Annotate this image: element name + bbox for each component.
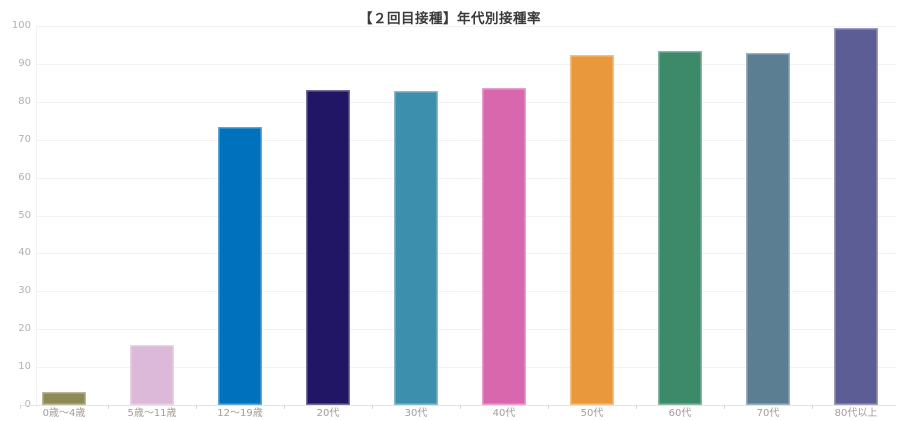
bar-80代以上[interactable]: [834, 27, 878, 405]
y-tick-label: 70: [18, 133, 31, 145]
x-axis-tick: [812, 405, 813, 409]
x-axis-tick: [196, 405, 197, 409]
x-tick-label: 50代: [580, 408, 604, 419]
y-tick-label: 90: [18, 57, 31, 69]
x-axis-line: [20, 405, 896, 406]
y-tick-label: 40: [18, 247, 31, 259]
x-tick-label: 20代: [316, 408, 340, 419]
x-tick-label: 12〜19歳: [217, 408, 263, 419]
gridline-y20: [36, 329, 896, 331]
bar-50代[interactable]: [570, 54, 614, 405]
y-tick-label: 50: [18, 209, 31, 221]
chart-title: 【２回目接種】年代別接種率: [359, 11, 541, 27]
x-tick-label: 30代: [404, 408, 428, 419]
x-axis-tick: [108, 405, 109, 409]
gridline-y30: [36, 291, 896, 293]
x-axis-tick: [284, 405, 285, 409]
gridline-y80: [36, 101, 896, 103]
x-tick-label: 80代以上: [834, 408, 878, 419]
x-axis-tick: [724, 405, 725, 409]
y-tick-label: 20: [18, 323, 31, 335]
x-tick-label: 0歳〜4歳: [42, 408, 86, 419]
gridline-y50: [36, 215, 896, 217]
bar-70代[interactable]: [746, 52, 790, 405]
y-tick-label: 30: [18, 285, 31, 297]
gridline-y60: [36, 177, 896, 179]
bar-40代[interactable]: [482, 88, 526, 405]
y-tick-label: 0: [0, 400, 31, 410]
x-axis-tick: [372, 405, 373, 409]
x-axis-tick: [548, 405, 549, 409]
gridline-y90: [36, 63, 896, 65]
x-tick-label: 60代: [668, 408, 692, 419]
bar-0歳〜4歳[interactable]: [42, 391, 86, 405]
gridline-y40: [36, 253, 896, 255]
x-axis-tick: [636, 405, 637, 409]
bar-12〜19歳[interactable]: [218, 126, 262, 405]
y-tick-label: 80: [18, 95, 31, 107]
bar-20代[interactable]: [306, 90, 350, 405]
gridline-y10: [36, 367, 896, 369]
x-tick-label: 40代: [492, 408, 516, 419]
y-tick-label: 60: [18, 171, 31, 183]
bar-30代[interactable]: [394, 91, 438, 405]
gridline-y100: [36, 26, 896, 27]
gridline-y70: [36, 139, 896, 141]
x-tick-label: 5歳〜11歳: [127, 408, 177, 419]
bar-60代[interactable]: [658, 50, 702, 405]
y-tick-label: 100: [11, 20, 31, 31]
y-tick-label: 10: [18, 361, 31, 373]
x-tick-label: 70代: [756, 408, 780, 419]
x-axis-tick: [20, 405, 21, 409]
bar-5歳〜11歳[interactable]: [130, 345, 174, 405]
x-axis-tick: [460, 405, 461, 409]
